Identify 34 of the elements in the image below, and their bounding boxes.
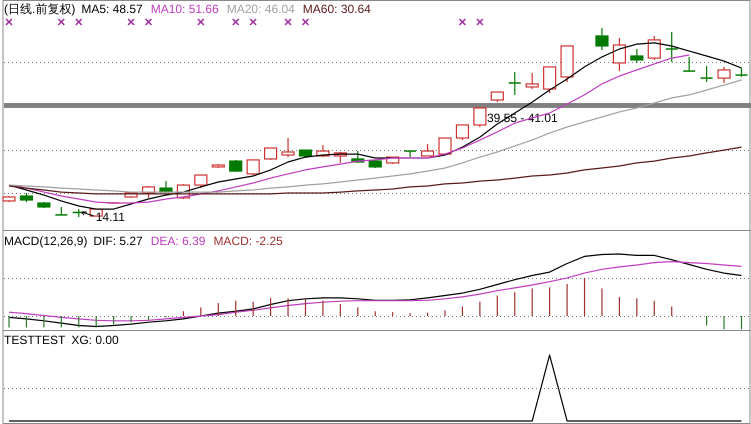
candlestick [612,37,626,72]
candlestick [420,143,434,157]
candlestick [630,48,644,64]
candlestick [194,174,208,189]
candlestick [456,124,470,141]
chart-title: MACD(12,26,9) [4,234,88,248]
candlestick [595,27,609,51]
candlestick [700,65,714,83]
text: MA20: 46.04 [226,2,296,16]
candlestick [682,56,696,72]
chart-title: TESTTEST [4,333,66,347]
text: MACD: -2.25 [213,234,284,248]
text: MA5: 48.57 [81,2,144,16]
candlestick [246,159,260,176]
candlestick [490,91,504,103]
chart-title: (日线.前复权) [4,2,76,16]
text: DEA: 6.39 [150,234,206,248]
text: MA10: 51.66 [150,2,220,16]
candlestick [543,66,556,94]
candlestick [473,107,486,128]
annotation: 14.11 [96,210,126,224]
candlestick [229,159,242,173]
candlestick [526,72,539,90]
text: XG: 0.00 [71,333,120,347]
text: MA60: 30.64 [302,2,372,16]
candlestick [264,147,278,161]
candlestick [648,35,661,61]
candlestick [281,137,295,158]
candlestick [717,66,731,84]
candlestick [508,71,522,96]
candlestick [664,31,678,63]
text: DIF: 5.27 [93,234,144,248]
candlestick [20,192,34,203]
candlestick [54,206,68,216]
